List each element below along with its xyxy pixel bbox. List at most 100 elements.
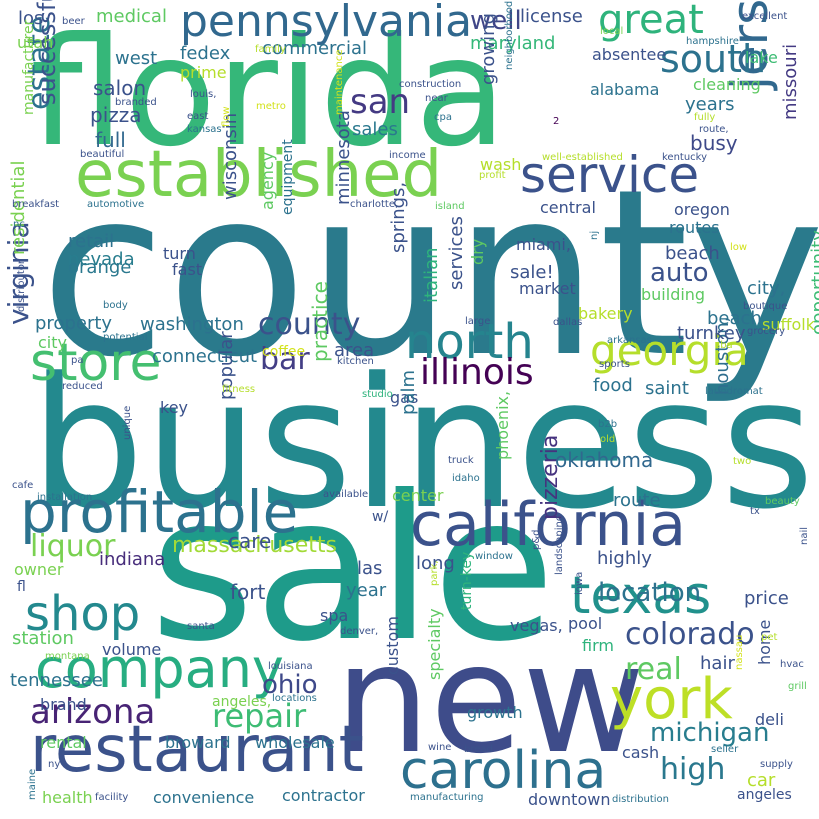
word-idaho: idaho [452, 473, 480, 484]
word-route: route [613, 490, 661, 511]
word-suffolk: suffolk [762, 315, 815, 334]
word-branded: branded [115, 97, 157, 108]
word-contractor: contractor [282, 786, 365, 805]
word-coffee: coffee [262, 344, 306, 360]
word-routes: routes [669, 218, 720, 237]
word-price: price [744, 588, 789, 609]
word-orange: orange [68, 257, 132, 278]
word-angeles: angeles, [212, 694, 272, 710]
word-absentee: absentee [592, 45, 667, 64]
word-alabama: alabama [590, 80, 660, 99]
word-iowa: iowa [574, 571, 585, 595]
word-missouri: missouri [780, 43, 801, 120]
word-denver: denver, [340, 626, 379, 637]
word-fort: fort [230, 580, 266, 604]
word-louis: louis, [190, 89, 217, 100]
word-store: store [30, 333, 162, 393]
word-miami: miami, [516, 235, 571, 254]
word-city: city [38, 333, 67, 352]
word-pa: pa [71, 355, 84, 366]
word-installation: installation [37, 492, 93, 503]
word-volume: volume [102, 640, 162, 659]
word-2: 2 [553, 116, 560, 127]
word-rental: rental [40, 733, 87, 752]
word-kansas: kansas [187, 124, 222, 135]
word-south: south [660, 37, 767, 81]
word-profitable: profitable [20, 478, 299, 546]
word-convenience: convenience [153, 788, 255, 807]
word-texas: texas [570, 566, 712, 626]
word-potential: potential [103, 332, 148, 343]
word-nassau: nassau [734, 634, 745, 670]
word-phoenix: phoenix, [493, 390, 512, 460]
word-distributor: distributor [16, 260, 27, 312]
word-neighborhood: neighborhood [504, 0, 515, 70]
word-service: service [520, 146, 700, 204]
word-north: north [405, 314, 534, 370]
word-turn: turn [163, 244, 196, 263]
word-bakery: bakery [578, 304, 633, 323]
word-bar: bar [260, 342, 310, 377]
word-county: county [258, 307, 361, 342]
word-springs: springs, [388, 181, 409, 253]
word-arizona: arizona [30, 692, 156, 732]
word-truck: truck [448, 455, 474, 466]
word-broward: broward [165, 733, 231, 752]
word-york: york [610, 667, 733, 732]
word-maintenance: maintenance [334, 49, 345, 115]
word-care: care [228, 529, 272, 553]
word-palm: palm [398, 370, 419, 415]
word-sales: sales [352, 119, 398, 140]
word-nail: nail [799, 526, 810, 545]
word-shop: shop [25, 586, 141, 642]
word-turnkey: turnkey [677, 323, 746, 344]
word-distribution: distribution [612, 794, 669, 805]
word-market: market [519, 279, 576, 298]
word-retail: retail [68, 231, 115, 252]
word-commercial: commercial [262, 38, 367, 59]
word-prime: prime [180, 63, 227, 82]
word-hampshire: hampshire [686, 36, 739, 47]
word-b2b: b2b [598, 419, 618, 430]
word-growing: growing [478, 13, 499, 85]
word-louisiana: louisiana [268, 661, 313, 672]
word-center: center [392, 486, 444, 505]
word-grocery: grocery [747, 326, 786, 337]
word-ny: ny [48, 759, 61, 770]
word-property: property [35, 313, 113, 334]
word-seller: seller [711, 744, 739, 755]
word-restaurant: restaurant [30, 713, 364, 787]
word-owner: owner [14, 560, 64, 579]
word-year: year [346, 580, 387, 601]
word-turn-key: turn-key [459, 551, 475, 610]
word-beauty: beauty [765, 496, 800, 507]
word-long: long [416, 553, 455, 574]
word-tx: tx [750, 506, 760, 517]
word-station: station [12, 628, 74, 649]
word-beach: beach, [707, 308, 768, 329]
word-business: business [30, 340, 815, 549]
word-real: real [625, 652, 682, 687]
word-italian: italian [421, 247, 442, 303]
word-california: california [410, 490, 687, 560]
word-angeles: angeles [737, 787, 792, 803]
word-automotive: automotive [87, 199, 145, 210]
word-growth: growth [467, 703, 523, 722]
word-locations: locations [272, 693, 317, 704]
word-facility: facility [95, 792, 129, 803]
word-auto: auto [650, 258, 709, 288]
word-family: family [255, 44, 286, 55]
word-indiana: indiana [99, 549, 166, 570]
word-tennessee: tennessee [10, 670, 103, 691]
word-pet: pet [761, 632, 778, 643]
word-sale: sale [150, 453, 556, 686]
word-agency: agency [258, 151, 277, 210]
word-reduced: reduced [62, 381, 103, 392]
word-local: local [600, 26, 624, 37]
word-pool: pool [568, 614, 603, 633]
word-charlotte: charlotte, [350, 199, 399, 210]
word-deli: deli [755, 710, 784, 729]
word-sba: sba [715, 340, 733, 351]
word-vegas: vegas, [510, 616, 563, 635]
